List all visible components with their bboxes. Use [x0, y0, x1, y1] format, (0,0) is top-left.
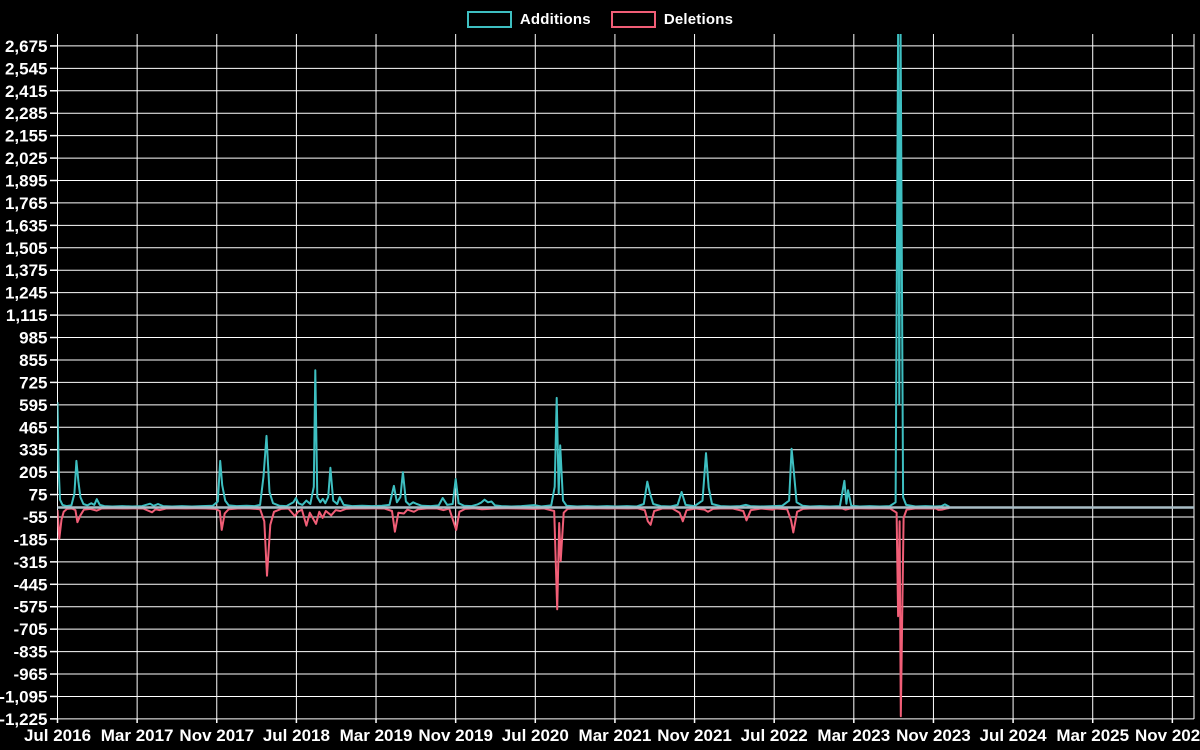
x-tick-label: Mar 2017 — [101, 726, 174, 745]
y-tick-label: -55 — [23, 508, 48, 527]
x-tick-label: Nov 2017 — [179, 726, 254, 745]
y-tick-label: -575 — [13, 598, 47, 617]
y-tick-label: -185 — [13, 530, 47, 549]
y-tick-label: -965 — [13, 665, 47, 684]
y-tick-label: 2,545 — [5, 59, 48, 78]
legend-label-additions: Additions — [519, 10, 591, 28]
y-tick-label: 855 — [19, 351, 47, 370]
x-tick-label: Jul 2018 — [263, 726, 330, 745]
x-tick-label: Mar 2019 — [340, 726, 413, 745]
chart-legend: Additions Deletions — [0, 8, 1200, 30]
y-tick-label: 2,285 — [5, 104, 48, 123]
y-tick-label: 1,245 — [5, 284, 48, 303]
y-tick-label: 1,505 — [5, 239, 48, 258]
legend-item-deletions[interactable]: Deletions — [610, 10, 734, 28]
y-tick-label: 2,025 — [5, 149, 48, 168]
deletions-swatch-icon — [610, 10, 656, 28]
x-tick-label: Jul 2022 — [741, 726, 808, 745]
x-tick-label: Mar 2021 — [579, 726, 652, 745]
y-tick-label: 1,635 — [5, 216, 48, 235]
y-tick-label: 205 — [19, 463, 47, 482]
additions-swatch-icon — [466, 10, 512, 28]
y-tick-label: 2,675 — [5, 37, 48, 56]
y-tick-label: 595 — [19, 396, 47, 415]
y-tick-label: 465 — [19, 418, 47, 437]
y-tick-label: 725 — [19, 373, 47, 392]
x-tick-label: Jul 2016 — [24, 726, 91, 745]
x-tick-label: Nov 2021 — [657, 726, 732, 745]
x-tick-label: Nov 2019 — [418, 726, 493, 745]
y-tick-label: 335 — [19, 441, 47, 460]
y-tick-label: 1,895 — [5, 171, 48, 190]
y-tick-label: -445 — [13, 575, 47, 594]
x-tick-label: Jul 2024 — [980, 726, 1048, 745]
y-tick-label: -705 — [13, 620, 47, 639]
y-tick-label: -1,225 — [0, 710, 48, 729]
y-tick-label: -835 — [13, 643, 47, 662]
y-tick-label: 75 — [29, 486, 48, 505]
legend-item-additions[interactable]: Additions — [466, 10, 591, 28]
x-tick-label: Nov 2025 — [1135, 726, 1200, 745]
y-tick-label: 2,415 — [5, 82, 48, 101]
y-tick-label: 2,155 — [5, 127, 48, 146]
x-tick-label: Mar 2023 — [817, 726, 890, 745]
x-tick-label: Jul 2020 — [502, 726, 569, 745]
y-tick-label: 985 — [19, 329, 47, 348]
legend-label-deletions: Deletions — [663, 10, 734, 28]
y-tick-label: -315 — [13, 553, 47, 572]
y-tick-label: 1,115 — [6, 306, 48, 325]
y-tick-label: 1,765 — [5, 194, 48, 213]
y-tick-label: 1,375 — [5, 261, 48, 280]
x-tick-label: Mar 2025 — [1056, 726, 1129, 745]
x-tick-label: Nov 2023 — [896, 726, 971, 745]
y-tick-label: -1,095 — [0, 687, 48, 706]
